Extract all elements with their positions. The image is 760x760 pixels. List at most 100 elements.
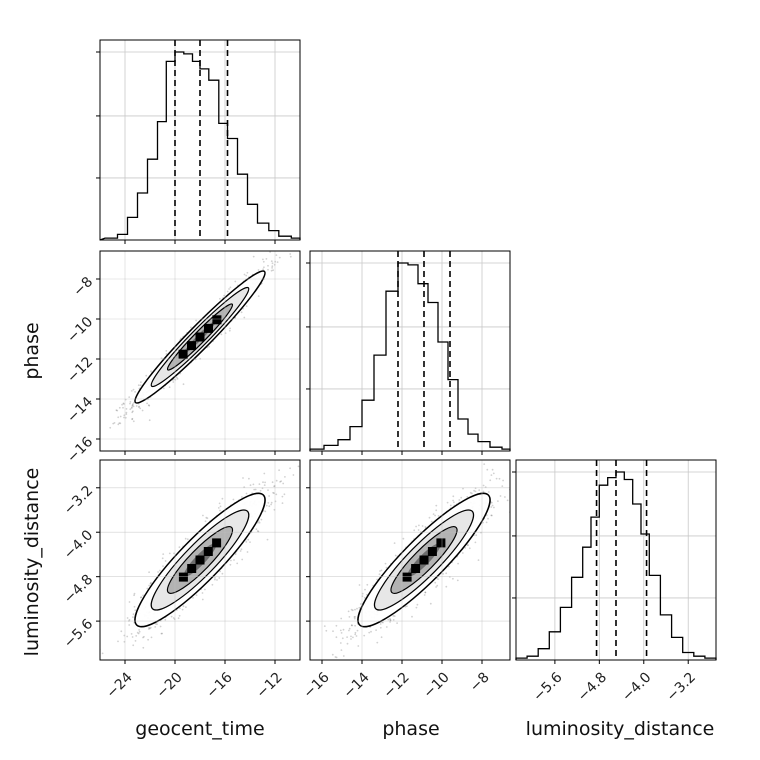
sample-point xyxy=(133,605,136,608)
sample-point xyxy=(474,541,477,544)
sample-point xyxy=(68,462,70,464)
sample-point xyxy=(445,572,448,575)
sample-point xyxy=(150,636,153,639)
sample-point xyxy=(241,558,244,561)
sample-point xyxy=(272,269,274,272)
sample-point xyxy=(389,621,391,623)
sample-point xyxy=(142,594,145,597)
sample-point xyxy=(138,630,141,633)
sample-point xyxy=(331,653,334,656)
density-peak xyxy=(419,555,429,565)
sample-point xyxy=(147,404,150,406)
sample-point xyxy=(342,628,345,631)
sample-point xyxy=(219,505,222,508)
sample-point xyxy=(389,619,392,621)
x-tick-label-luminosity_distance: −4.8 xyxy=(575,669,610,704)
sample-point xyxy=(257,295,260,297)
sample-point xyxy=(340,632,343,634)
panel-frame xyxy=(99,250,301,452)
sample-point xyxy=(432,513,435,515)
sample-point xyxy=(490,514,493,517)
sample-point xyxy=(347,610,350,613)
sample-point xyxy=(436,584,439,587)
sample-point xyxy=(354,616,356,618)
sample-point xyxy=(149,582,152,585)
panel-frame xyxy=(99,39,301,241)
sample-point xyxy=(477,559,480,561)
sample-point xyxy=(132,410,134,413)
sample-point xyxy=(358,584,361,586)
sample-point xyxy=(130,407,133,409)
sample-point xyxy=(109,426,112,429)
sample-point xyxy=(279,481,281,483)
sample-point xyxy=(466,544,469,546)
sample-point xyxy=(141,409,144,412)
sample-point xyxy=(129,408,132,411)
scatter-panel-phase-vs-luminosity_distance xyxy=(306,459,526,664)
sample-point xyxy=(357,645,360,647)
sample-point xyxy=(342,655,345,657)
sample-point xyxy=(125,411,128,414)
sample-point xyxy=(498,477,501,480)
sample-point xyxy=(201,598,204,601)
x-tick-label-luminosity_distance: −5.6 xyxy=(530,669,565,704)
sample-point xyxy=(132,616,134,618)
sample-point xyxy=(117,423,120,426)
sample-point xyxy=(354,631,357,634)
sample-point xyxy=(246,271,249,274)
sample-point xyxy=(228,329,231,332)
sample-point xyxy=(434,514,436,517)
sample-point xyxy=(270,260,273,263)
sample-point xyxy=(524,462,526,464)
sample-point xyxy=(125,408,128,410)
sample-point xyxy=(148,419,151,422)
sample-point xyxy=(121,403,123,406)
sample-point xyxy=(378,573,381,576)
sample-point xyxy=(131,404,134,407)
sample-point xyxy=(473,489,475,492)
sample-point xyxy=(411,615,413,618)
sample-point xyxy=(160,632,163,635)
sample-point xyxy=(497,500,499,502)
sample-point xyxy=(453,501,455,504)
sample-point xyxy=(346,642,349,645)
sample-point xyxy=(415,606,418,609)
sample-point xyxy=(423,594,426,596)
sample-point xyxy=(138,405,141,408)
sample-point xyxy=(201,592,204,594)
sample-point xyxy=(275,493,278,496)
sample-point xyxy=(176,378,179,380)
x-tick-label-phase: −16 xyxy=(301,669,333,701)
sample-point xyxy=(346,636,348,638)
sample-point xyxy=(449,504,452,507)
sample-point xyxy=(205,516,208,519)
sample-point xyxy=(173,552,175,555)
sample-point xyxy=(132,420,135,423)
sample-point xyxy=(482,484,485,487)
sample-point xyxy=(112,422,115,425)
sample-point xyxy=(493,506,495,509)
sample-point xyxy=(406,605,408,608)
sample-point xyxy=(351,624,353,627)
sample-point xyxy=(138,406,140,409)
sample-point xyxy=(162,565,164,567)
sample-point xyxy=(245,305,248,307)
sample-point xyxy=(485,521,488,524)
sample-point xyxy=(157,571,160,573)
sample-point xyxy=(262,268,264,271)
sample-point xyxy=(482,490,485,493)
sample-point xyxy=(132,403,134,405)
sample-point xyxy=(223,294,226,297)
sample-point xyxy=(363,634,366,637)
sample-point xyxy=(278,256,281,259)
sample-point xyxy=(257,521,259,524)
sample-point xyxy=(264,510,267,513)
y-tick-label-phase: −14 xyxy=(64,394,96,426)
sample-point xyxy=(487,491,490,493)
sample-point xyxy=(457,562,459,565)
sample-point xyxy=(273,492,275,495)
sample-point xyxy=(130,633,133,635)
x-tick-label-geocent_time: −12 xyxy=(254,669,286,701)
sample-point xyxy=(254,488,257,491)
sample-point xyxy=(253,488,256,491)
